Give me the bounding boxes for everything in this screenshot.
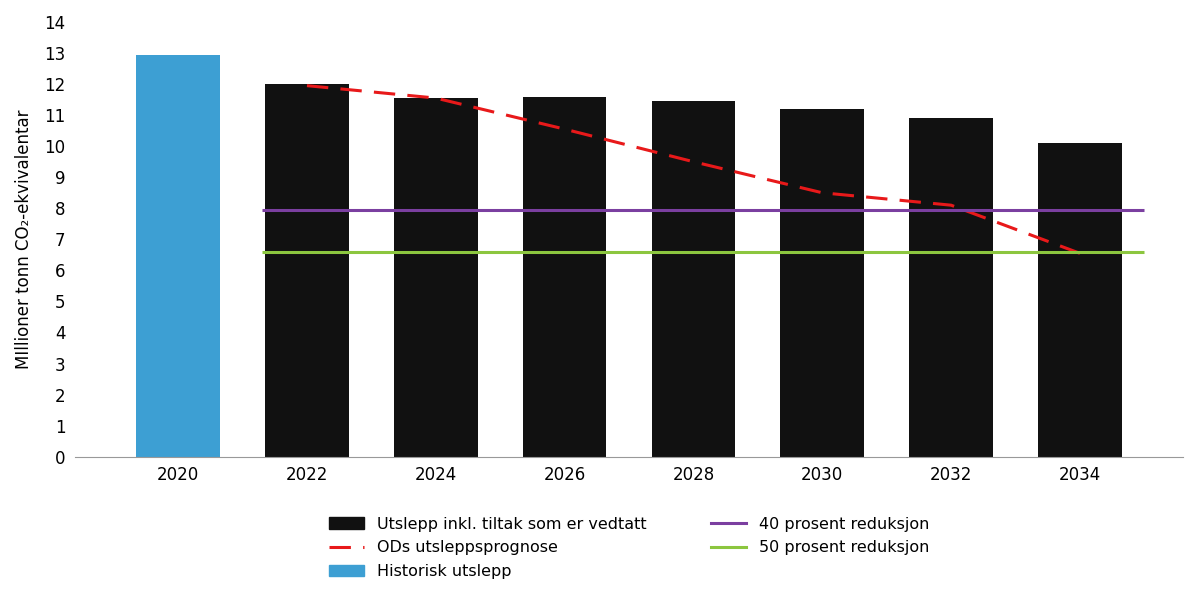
Y-axis label: MIllioner tonn CO₂-ekvivalentar: MIllioner tonn CO₂-ekvivalentar: [16, 110, 34, 369]
Bar: [522, 96, 606, 456]
Bar: [780, 109, 864, 456]
Bar: [394, 98, 478, 456]
Bar: [909, 118, 993, 456]
Bar: [265, 84, 349, 456]
Bar: [1039, 143, 1121, 456]
Bar: [137, 55, 220, 456]
Legend: Utslepp inkl. tiltak som er vedtatt, ODs utsleppsprognose, Historisk utslepp, 40: Utslepp inkl. tiltak som er vedtatt, ODs…: [329, 517, 928, 579]
Bar: [652, 101, 736, 456]
